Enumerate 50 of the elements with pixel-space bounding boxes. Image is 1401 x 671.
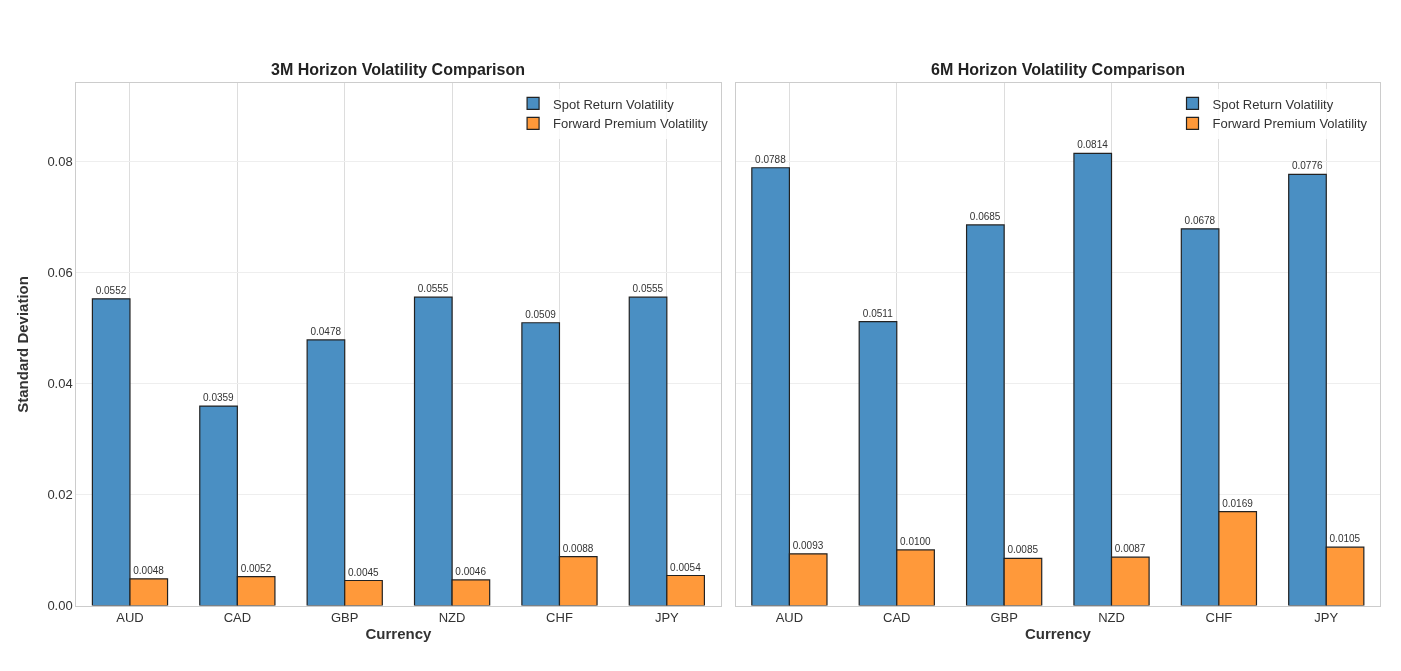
data-label: 0.0100 bbox=[900, 535, 932, 547]
data-label: 0.0105 bbox=[1329, 533, 1361, 545]
data-label: 0.0046 bbox=[455, 565, 487, 577]
x-tick-label: CHF bbox=[546, 610, 573, 626]
y-tick-label: 0.00 bbox=[47, 598, 73, 614]
chart-title: 3M Horizon Volatility Comparison bbox=[271, 61, 525, 78]
x-tick-label: AUD bbox=[116, 610, 144, 626]
data-label: 0.0093 bbox=[792, 539, 824, 551]
chart-title: 6M Horizon Volatility Comparison bbox=[931, 61, 1185, 78]
data-label: 0.0552 bbox=[95, 284, 127, 296]
data-label: 0.0045 bbox=[348, 566, 380, 578]
x-tick-label: GBP bbox=[990, 610, 1018, 626]
x-tick-label: AUD bbox=[775, 610, 804, 626]
x-tick-label: CAD bbox=[223, 610, 252, 626]
data-label: 0.0555 bbox=[632, 283, 664, 295]
data-label: 0.0054 bbox=[670, 561, 702, 573]
x-axis-title: Currency bbox=[1024, 625, 1092, 643]
x-tick-label: CAD bbox=[883, 610, 911, 626]
data-label: 0.0088 bbox=[562, 542, 594, 554]
data-label: 0.0776 bbox=[1291, 160, 1323, 172]
y-tick-label: 0.08 bbox=[47, 153, 73, 169]
legend-label: Forward Premium Volatility bbox=[553, 116, 709, 132]
data-label: 0.0511 bbox=[862, 307, 894, 319]
data-label: 0.0814 bbox=[1077, 139, 1109, 151]
x-tick-label: JPY bbox=[654, 610, 680, 626]
legend-label: Forward Premium Volatility bbox=[1212, 116, 1368, 132]
data-label: 0.0048 bbox=[133, 564, 165, 576]
legend-label: Spot Return Volatility bbox=[553, 96, 675, 112]
y-axis-title: Standard Deviation bbox=[13, 276, 31, 413]
x-axis-title: Currency bbox=[365, 625, 432, 643]
x-tick-label: JPY bbox=[1314, 610, 1339, 626]
x-tick-label: GBP bbox=[330, 610, 359, 626]
data-label: 0.0359 bbox=[203, 392, 235, 404]
y-tick-label: 0.06 bbox=[47, 264, 73, 280]
data-label: 0.0478 bbox=[310, 325, 342, 337]
data-label: 0.0555 bbox=[417, 283, 449, 295]
data-label: 0.0678 bbox=[1184, 214, 1216, 226]
data-label: 0.0788 bbox=[755, 153, 787, 165]
x-tick-label: NZD bbox=[1098, 610, 1125, 626]
data-label: 0.0052 bbox=[240, 562, 272, 574]
data-label: 0.0509 bbox=[525, 308, 557, 320]
data-label: 0.0085 bbox=[1007, 544, 1039, 556]
data-label: 0.0685 bbox=[969, 210, 1001, 222]
x-tick-label: NZD bbox=[438, 610, 466, 626]
data-label: 0.0169 bbox=[1222, 497, 1254, 509]
x-tick-label: CHF bbox=[1205, 610, 1233, 626]
y-tick-label: 0.02 bbox=[47, 486, 73, 502]
y-tick-label: 0.04 bbox=[47, 375, 73, 391]
legend-label: Spot Return Volatility bbox=[1212, 96, 1334, 112]
data-label: 0.0087 bbox=[1114, 543, 1146, 555]
